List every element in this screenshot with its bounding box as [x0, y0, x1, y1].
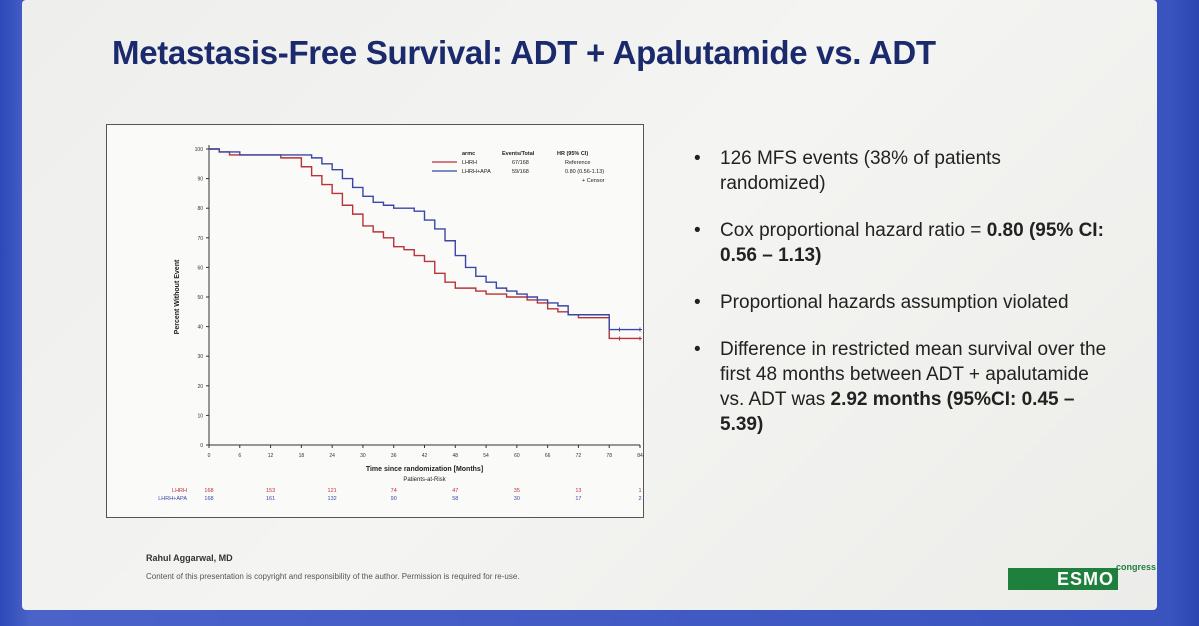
y-tick-label: 40 [197, 325, 203, 331]
at-risk-row-label: LHRH [172, 488, 187, 494]
x-tick-label: 6 [238, 453, 241, 459]
y-tick-label: 10 [197, 413, 203, 419]
legend-hr: Reference [565, 160, 590, 166]
x-tick-label: 60 [514, 453, 520, 459]
x-tick-label: 42 [422, 453, 428, 459]
bullet-dot: • [694, 292, 701, 313]
at-risk-title: Patients-at-Risk [403, 477, 446, 483]
bullet-text: Difference in restricted mean survival o… [720, 339, 1107, 410]
y-tick-label: 70 [197, 236, 203, 242]
at-risk-count: 168 [204, 488, 213, 494]
censor-mark [638, 327, 642, 332]
x-tick-label: 24 [329, 453, 335, 459]
bullet-dot: • [694, 339, 701, 360]
y-tick-label: 50 [197, 295, 203, 301]
x-tick-label: 84 [637, 453, 643, 459]
bullet-text: 0.80 [986, 220, 1024, 241]
at-risk-count: 30 [514, 496, 520, 502]
km-curve-lhrh-apa [209, 148, 640, 331]
bullet-item: • Cox proportional hazard ratio = 0.80 (9… [690, 218, 1110, 268]
slide-title: Metastasis-Free Survival: ADT + Apalutam… [112, 34, 936, 71]
copyright-note: Content of this presentation is copyrigh… [146, 572, 520, 581]
legend-header: Events/Total [502, 151, 535, 157]
at-risk-count: 17 [575, 496, 581, 502]
x-tick-label: 18 [299, 453, 305, 459]
km-curve-lhrh [209, 148, 640, 340]
bullet-text: Cox proportional hazard ratio = [720, 220, 987, 241]
author-name: Rahul Aggarwal, MD [146, 553, 233, 563]
bullet-dot: • [694, 148, 701, 169]
y-tick-label: 90 [197, 177, 203, 183]
bullet-item: • Proportional hazards assumption violate… [690, 290, 1110, 315]
at-risk-count: 74 [391, 488, 397, 494]
at-risk-count: 2 [638, 496, 641, 502]
at-risk-count: 168 [204, 496, 213, 502]
at-risk-count: 121 [328, 488, 337, 494]
x-tick-label: 72 [576, 453, 582, 459]
at-risk-count: 35 [514, 488, 520, 494]
legend-hr: 0.80 (0.56-1.13) [565, 169, 604, 175]
x-tick-label: 36 [391, 453, 397, 459]
at-risk-count: 47 [452, 488, 458, 494]
y-tick-label: 60 [197, 265, 203, 271]
at-risk-count: 1 [638, 488, 641, 494]
at-risk-count: 161 [266, 496, 275, 502]
legend-header: HR (95% CI) [557, 151, 588, 157]
censor-mark [617, 336, 622, 341]
y-tick-label: 80 [197, 206, 203, 212]
bullet-dot: • [694, 220, 701, 241]
x-tick-label: 54 [483, 453, 489, 459]
km-figure: 0 10 20 30 40 50 60 70 80 90 100 0 6 12 18 24 30 36 42 48 54… [106, 124, 644, 518]
at-risk-count: 13 [575, 488, 581, 494]
y-axis-label: Percent Without Event [174, 259, 181, 334]
x-tick-label: 78 [606, 453, 612, 459]
bullet-text: (95% CI: 0.56 – 1.13) [720, 220, 1104, 266]
x-tick-label: 66 [545, 453, 551, 459]
bullet-list: • 126 MFS events (38% of patients randomi… [690, 146, 1110, 459]
legend-header: armc [462, 151, 475, 157]
censor-mark [638, 336, 642, 341]
esmo-logo-congress: congress [1116, 562, 1157, 572]
bullet-text: 126 MFS events (38% of patients randomiz… [720, 148, 1001, 194]
x-tick-label: 12 [268, 453, 274, 459]
at-risk-count: 90 [391, 496, 397, 502]
at-risk-row-label: LHRH+APA [158, 496, 187, 502]
x-tick-label: 30 [360, 453, 366, 459]
x-axis-label: Time since randomization [Months] [366, 466, 483, 473]
legend-events-total: 59/168 [512, 169, 529, 175]
bullet-item: • 126 MFS events (38% of patients randomi… [690, 146, 1110, 196]
legend-censor: + Censor [582, 178, 605, 184]
at-risk-count: 153 [266, 488, 275, 494]
bullet-text: Proportional hazards assumption violated [720, 292, 1069, 313]
slide: Metastasis-Free Survival: ADT + Apalutam… [22, 0, 1157, 610]
x-tick-label: 0 [208, 453, 211, 459]
bullet-text: 2.92 months (95%CI: 0.45 – 5.39) [720, 389, 1075, 435]
y-tick-label: 0 [200, 443, 203, 449]
censor-mark [617, 327, 622, 332]
y-tick-label: 100 [195, 147, 204, 153]
esmo-logo: ESMO [1008, 568, 1118, 590]
y-tick-label: 20 [197, 384, 203, 390]
x-tick-label: 48 [453, 453, 459, 459]
at-risk-count: 132 [328, 496, 337, 502]
bullet-item: • Difference in restricted mean survival … [690, 337, 1110, 437]
legend-series-name: LHRH+APA [462, 169, 491, 175]
legend-series-name: LHRH [462, 160, 477, 166]
y-tick-label: 30 [197, 354, 203, 360]
at-risk-count: 58 [452, 496, 458, 502]
legend-events-total: 67/168 [512, 160, 529, 166]
